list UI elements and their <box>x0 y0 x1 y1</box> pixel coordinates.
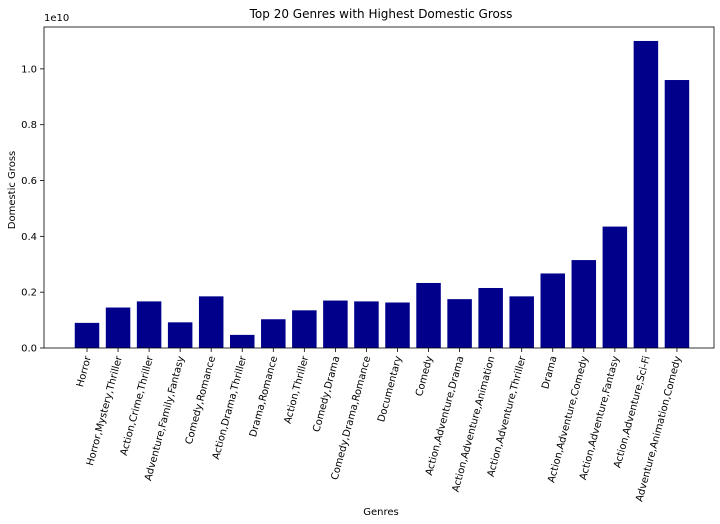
bar <box>292 310 317 348</box>
bar <box>416 282 441 348</box>
bar <box>571 260 597 348</box>
x-tick-label: Documentary <box>376 355 404 424</box>
bar <box>447 299 472 348</box>
y-tick-label: 0.2 <box>21 288 37 299</box>
bar <box>167 322 193 348</box>
x-axis-label: Genres <box>363 507 399 518</box>
bar <box>540 273 565 348</box>
x-tick-label: Horror <box>75 354 94 388</box>
bar <box>602 226 628 348</box>
y-tick-label: 1.0 <box>21 64 37 75</box>
x-tick-label: Action,Crime,Thriller <box>119 354 156 457</box>
bar <box>261 319 286 348</box>
bars-group <box>74 40 690 349</box>
y-tick-label: 0.4 <box>21 232 37 243</box>
bar <box>354 301 379 348</box>
x-ticks-group: HorrorHorror,Mystery,ThrillerAction,Crim… <box>75 348 684 503</box>
bar <box>198 296 224 348</box>
y-ticks-group: 0.0 0.2 0.4 0.6 0.8 1.0 <box>21 64 44 355</box>
bar <box>385 302 410 348</box>
bar <box>323 300 348 348</box>
x-tick-label: Action,Drama,Thriller <box>211 354 249 461</box>
x-tick-label: Drama <box>540 355 559 391</box>
plot-frame <box>43 26 715 349</box>
x-tick-label: Action,Thriller <box>283 354 312 425</box>
bar <box>74 322 100 348</box>
x-tick-label: Comedy,Romance <box>184 355 218 446</box>
bar <box>664 80 690 348</box>
bar <box>105 307 131 348</box>
bar <box>478 287 503 348</box>
y-scale-label: 1e10 <box>44 13 69 24</box>
bar <box>136 301 162 348</box>
bar <box>633 40 659 349</box>
x-tick-label: Comedy,Drama <box>311 355 342 433</box>
bar <box>230 334 255 348</box>
x-tick-label: Drama,Romance <box>248 355 280 438</box>
y-tick-label: 0.6 <box>21 176 37 187</box>
bar <box>509 296 534 348</box>
y-tick-label: 0.8 <box>21 120 37 131</box>
chart-title: Top 20 Genres with Highest Domestic Gros… <box>249 7 513 21</box>
y-axis-label: Domestic Gross <box>7 151 18 229</box>
x-tick-label: Comedy <box>414 355 435 398</box>
y-tick-label: 0.0 <box>21 344 37 355</box>
